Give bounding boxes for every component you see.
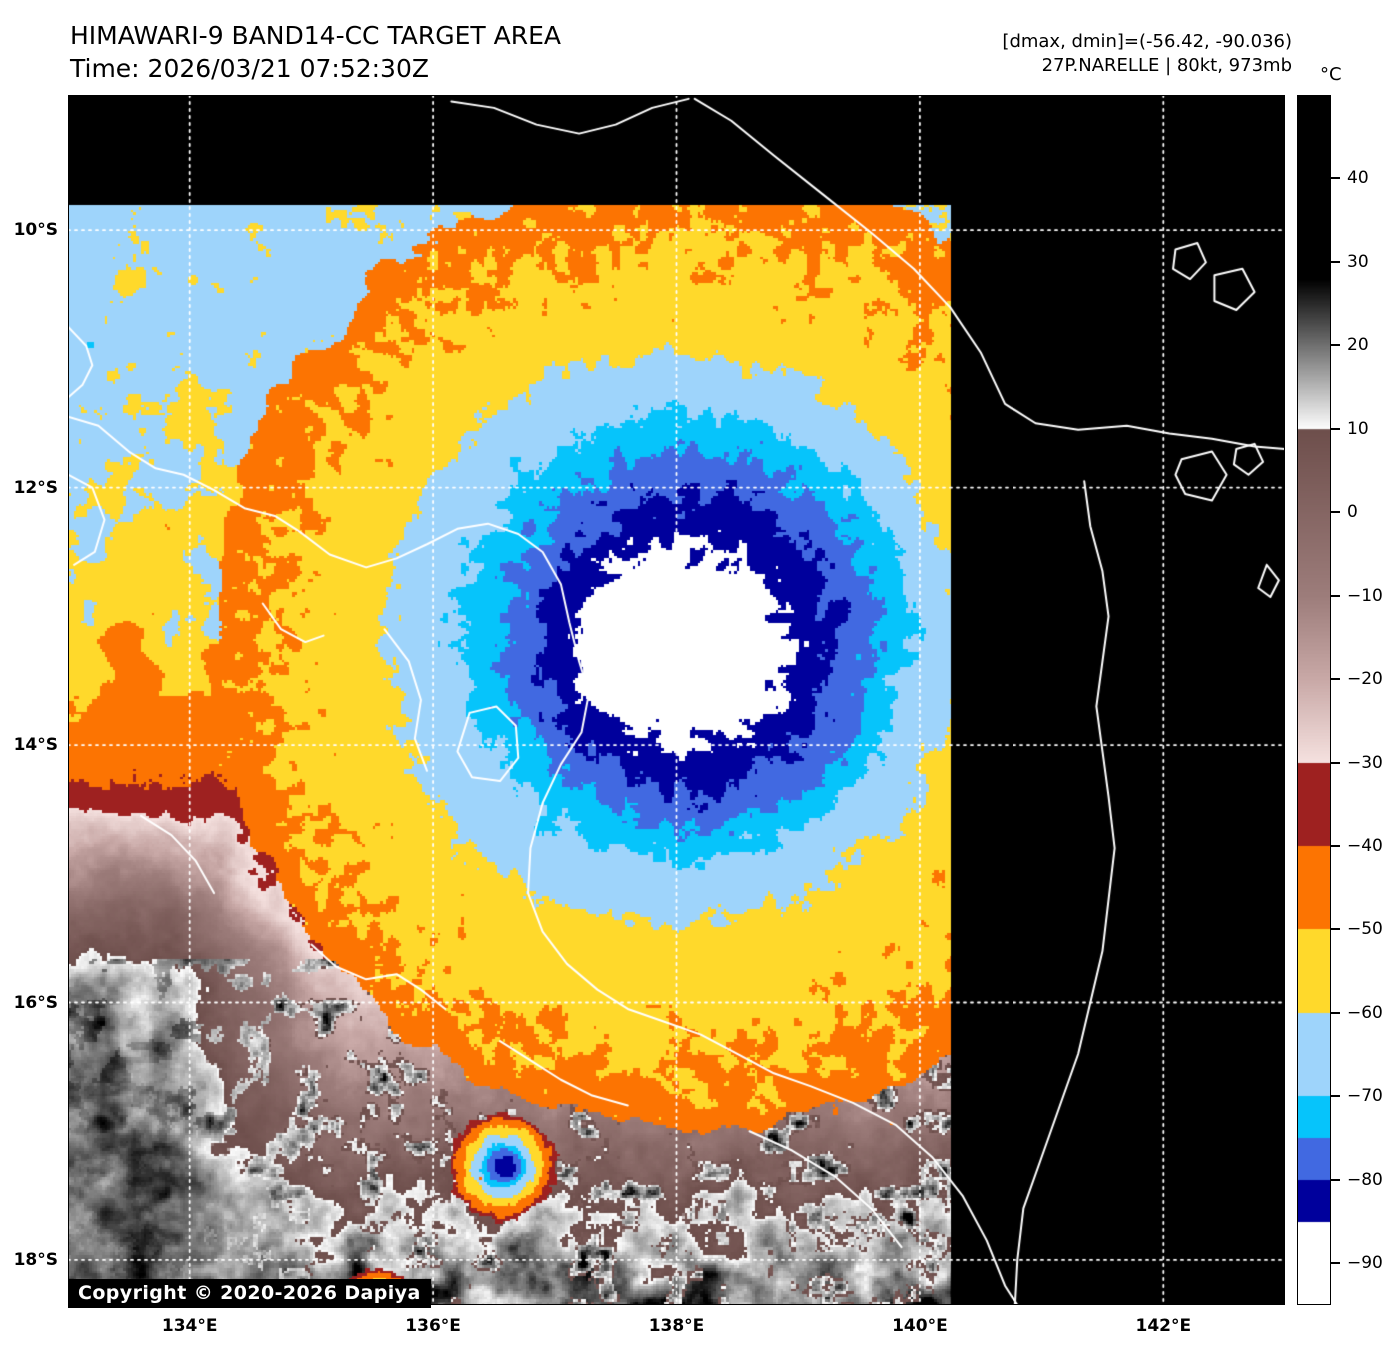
latitude-tick-label: 18°S [13,1249,58,1270]
coastline-and-graticule-overlay [68,95,1013,1305]
colorbar-tick [1331,1262,1340,1265]
latitude-tick-label: 14°S [13,735,58,756]
colorbar-tick-label: −90 [1347,1253,1383,1274]
longitude-axis: 134°E 136°E 138°E 140°E 142°E [68,1316,1285,1342]
colorbar-unit-label: °C [1320,64,1342,85]
colorbar-tick [1331,511,1340,514]
title-line-1: HIMAWARI-9 BAND14-CC TARGET AREA [70,21,562,50]
colorbar-tick-label: 0 [1347,502,1358,523]
colorbar-tick-label: −70 [1347,1086,1383,1107]
colorbar-tick [1331,1178,1340,1181]
coastline-overlay-nodata [1013,95,1285,1305]
longitude-tick-label: 140°E [892,1316,948,1336]
colorbar-tick-label: −60 [1347,1002,1383,1023]
colorbar-tick-label: −30 [1347,752,1383,773]
latitude-tick-label: 10°S [13,220,58,241]
longitude-tick-label: 136°E [405,1316,461,1336]
colorbar-tick-label: 40 [1347,168,1369,189]
colorbar-tick-label: 10 [1347,418,1369,439]
metadata-block: [dmax, dmin]=(-56.42, -90.036) 27P.NAREL… [1002,30,1292,78]
colorbar-tick-label: −10 [1347,585,1383,606]
latitude-tick-label: 12°S [13,477,58,498]
colorbar-tick-label: 30 [1347,251,1369,272]
colorbar-tick-label: −40 [1347,836,1383,857]
latitude-axis: 10°S 12°S 14°S 16°S 18°S [0,95,58,1305]
longitude-tick-label: 134°E [161,1316,218,1336]
colorbar-tick [1331,594,1340,597]
colorbar-gradient [1297,95,1331,1305]
colorbar-tick [1331,177,1340,180]
title-line-2: Time: 2026/03/21 07:52:30Z [70,53,429,83]
colorbar-tick [1331,928,1340,931]
colorbar-tick-label: 20 [1347,335,1369,356]
longitude-tick-label: 142°E [1135,1316,1192,1336]
colorbar-tick-label: −80 [1347,1169,1383,1190]
colorbar-tick [1331,845,1340,848]
longitude-tick-label: 138°E [648,1316,705,1336]
colorbar-tick [1331,1095,1340,1098]
colorbar-tick [1331,678,1340,681]
colorbar-tick [1331,260,1340,263]
colorbar-tick-label: −20 [1347,669,1383,690]
colorbar-tick [1331,761,1340,764]
colorbar-tick-label: −50 [1347,919,1383,940]
colorbar-tick [1331,344,1340,347]
colorbar-tick [1331,427,1340,430]
satellite-map [68,95,1013,1305]
page-title: HIMAWARI-9 BAND14-CC TARGET AREA Time: 2… [70,20,561,85]
colorbar: 40 30 20 10 0 −10 −20 −30 −40 −50 −60 −70 −80 −90 [1297,95,1383,1305]
colorbar-tick [1331,1011,1340,1014]
storm-info-label: 27P.NARELLE | 80kt, 973mb [1041,54,1292,76]
dmax-dmin-label: [dmax, dmin]=(-56.42, -90.036) [1002,31,1292,52]
latitude-tick-label: 16°S [13,992,58,1013]
no-data-region [1013,95,1285,1305]
copyright-notice: Copyright © 2020-2026 Dapiya [68,1279,431,1308]
